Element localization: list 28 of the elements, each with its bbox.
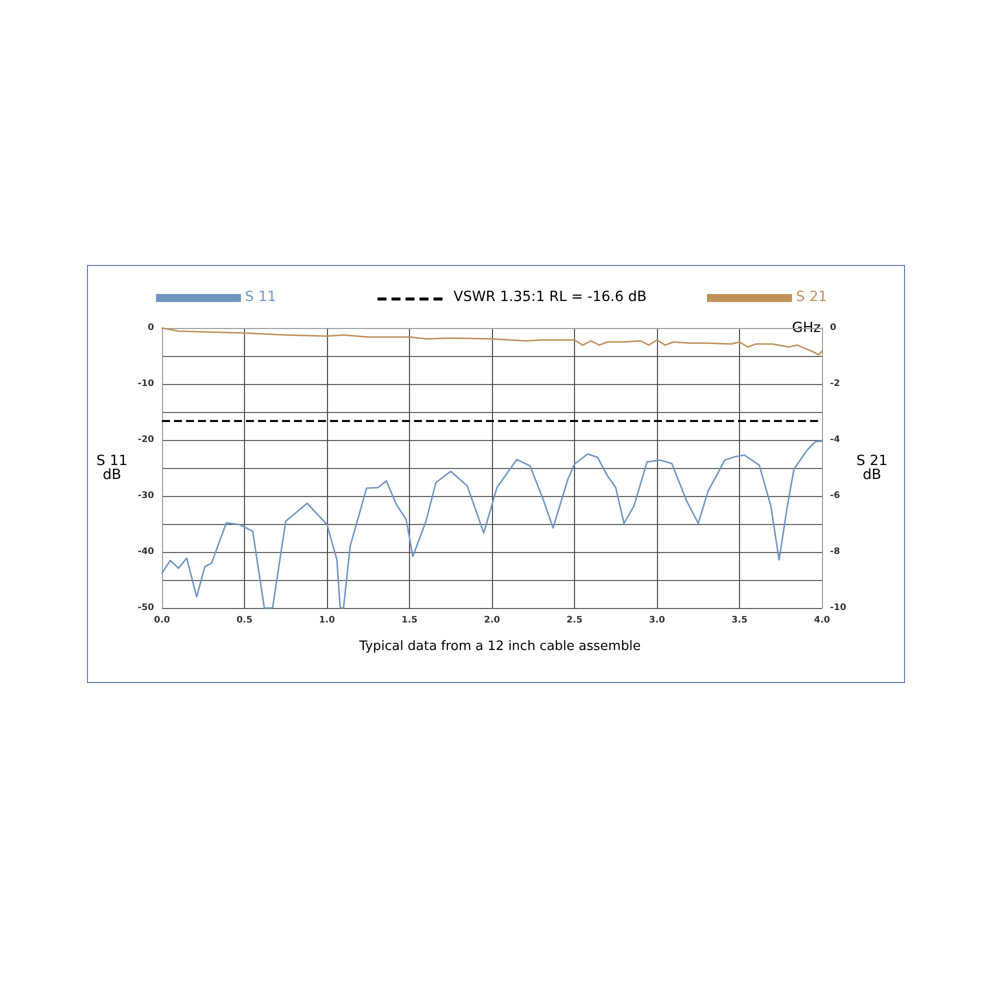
y2-tick-label: 0: [830, 323, 836, 333]
y-tick-label: -10: [138, 379, 154, 389]
x-tick-label: 3.5: [732, 616, 748, 626]
y-tick-label: -50: [138, 603, 154, 613]
text: Typical data from a 12 inch cable assemble: [358, 639, 641, 654]
y2-tick-label: -8: [830, 547, 840, 557]
x-tick-label: 0.5: [236, 616, 252, 626]
x-tick-label: 4.0: [814, 616, 830, 626]
y-tick-label: 0: [148, 323, 154, 333]
y2-tick-label: -6: [830, 491, 840, 501]
y2-tick-label: -2: [830, 379, 840, 389]
y2-tick-label: -10: [830, 603, 846, 613]
y-tick-label: -30: [138, 491, 154, 501]
y2-axis-title: S 21 dB: [856, 453, 888, 483]
y-tick-label: -20: [138, 435, 154, 445]
y-tick-label: -40: [138, 547, 154, 557]
x-tick-label: 3.0: [649, 616, 665, 626]
text: S 21: [796, 289, 828, 305]
y2-tick-label: -4: [830, 435, 840, 445]
x-tick-label: 1.0: [319, 616, 335, 626]
x-tick-label: 2.5: [566, 616, 582, 626]
x-tick-label: 2.0: [484, 616, 500, 626]
line-series: [161, 440, 823, 609]
legend-label: VSWR 1.35:1 RL = -16.6 dB: [454, 289, 647, 305]
x-tick-label: 1.5: [402, 616, 418, 626]
x-tick-label: 0.0: [154, 616, 170, 626]
y-axis-title: S 11 dB: [96, 453, 128, 483]
text: S 11: [245, 289, 276, 305]
